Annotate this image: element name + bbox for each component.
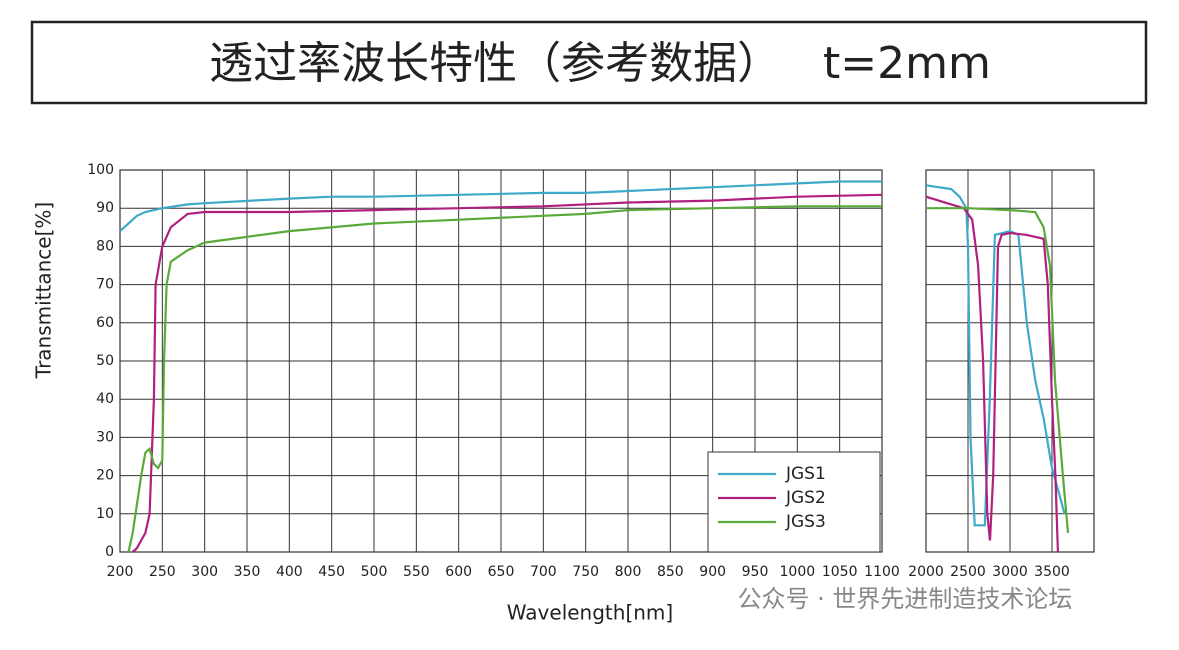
x-tick-label: 800 [615,564,642,580]
y-tick-label: 20 [96,468,114,484]
data-line [926,207,1070,533]
x-tick-label: 750 [572,564,599,580]
x-tick-label: 400 [276,564,303,580]
x-tick-label: 450 [318,564,345,580]
x-tick-label: 3500 [1034,564,1070,580]
data-line [925,184,1066,527]
y-tick-label: 100 [87,162,114,178]
data-line [119,180,882,232]
x-tick-label: 350 [234,564,261,580]
legend-box [707,451,881,553]
y-axis-label: Transmittance[%] [32,202,56,379]
x-tick-label: 200 [107,564,134,580]
legend-label: JGS3 [785,512,826,532]
y-tick-label: 50 [96,353,114,369]
y-tick-label: 70 [96,277,114,293]
x-tick-label: 1100 [864,564,900,580]
x-tick-label: 1050 [822,564,858,580]
x-tick-label: 950 [742,564,769,580]
chart-title: 透过率波长特性（参考数据） t=2mm [209,38,991,89]
x-axis-label: Wavelength[nm] [507,601,673,625]
y-tick-label: 80 [96,238,114,254]
data-line [131,193,883,553]
y-tick-label: 40 [96,391,114,407]
plot-frame [119,169,883,553]
y-tick-label: 0 [105,544,114,560]
x-tick-label: 850 [657,564,684,580]
x-tick-label: 550 [403,564,430,580]
title-box [30,20,1148,105]
y-tick-label: 90 [96,200,114,216]
x-tick-label: 600 [445,564,472,580]
x-tick-label: 900 [699,564,726,580]
legend-label: JGS1 [785,464,826,484]
data-line [127,205,882,553]
legend-label: JGS2 [785,488,826,508]
x-tick-label: 300 [191,564,218,580]
y-tick-label: 30 [96,429,114,445]
y-tick-label: 10 [96,506,114,522]
x-tick-label: 2500 [950,564,986,580]
watermark: 公众号 · 世界先进制造技术论坛 [738,585,1073,613]
x-tick-label: 700 [530,564,557,580]
x-tick-label: 500 [361,564,388,580]
x-tick-label: 1000 [780,564,816,580]
x-tick-label: 650 [488,564,515,580]
plot-frame [925,169,1095,553]
x-tick-label: 3000 [992,564,1028,580]
x-tick-label: 2000 [908,564,944,580]
data-line [925,195,1059,553]
x-tick-label: 250 [149,564,176,580]
y-tick-label: 60 [96,315,114,331]
